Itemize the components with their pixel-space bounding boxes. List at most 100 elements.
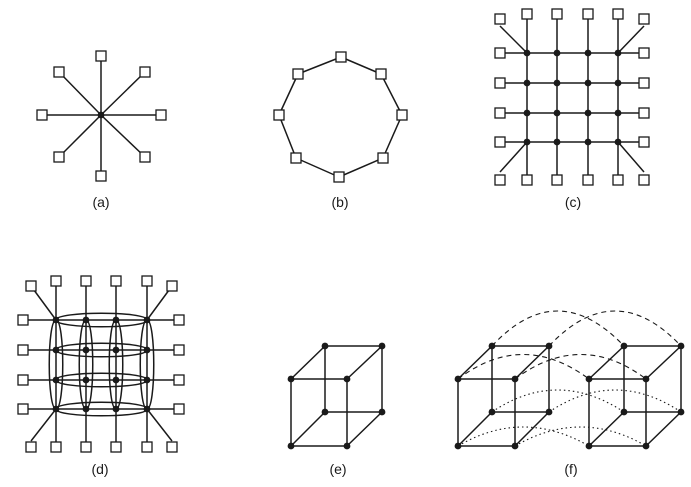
mesh-terminal-node <box>582 8 594 20</box>
hypercube-switch-node <box>620 342 628 350</box>
torus-corner-link <box>30 408 57 442</box>
hypercube-switch-node <box>677 342 685 350</box>
hypercube-dashed-link <box>491 310 625 347</box>
ring-terminal-node <box>292 68 304 80</box>
hypercube-switch-node <box>585 442 593 450</box>
ring-terminal-node <box>377 152 389 164</box>
panel-e-cube <box>287 342 386 450</box>
mesh-terminal-node <box>638 136 650 148</box>
hypercube-link <box>514 345 550 380</box>
hypercube-dashed-link <box>548 310 682 347</box>
mesh-terminal-node <box>612 8 624 20</box>
torus-terminal-node <box>80 441 92 453</box>
torus-switch-node <box>82 405 90 413</box>
ring-terminal-node <box>290 152 302 164</box>
star-terminal-node <box>53 151 65 163</box>
cube-link <box>346 345 383 380</box>
cube-switch-node <box>343 375 351 383</box>
hypercube-dashed-link <box>457 354 590 380</box>
hypercube-link <box>588 411 625 447</box>
hypercube-dotted-link <box>491 389 625 413</box>
hypercube-switch-node <box>545 342 553 350</box>
star-hub-node <box>97 111 105 119</box>
label-a: (a) <box>92 194 109 210</box>
mesh-terminal-node <box>551 8 563 20</box>
mesh-switch-node <box>553 49 561 57</box>
star-terminal-node <box>139 66 151 78</box>
hypercube-switch-node <box>511 375 519 383</box>
hypercube-switch-node <box>620 408 628 416</box>
torus-switch-node <box>112 346 120 354</box>
torus-switch-node <box>112 405 120 413</box>
mesh-terminal-node <box>582 174 594 186</box>
mesh-switch-node <box>553 109 561 117</box>
hypercube-switch-node <box>454 442 462 450</box>
mesh-terminal-node <box>494 136 506 148</box>
mesh-switch-node <box>614 79 622 87</box>
panel-c-mesh <box>494 8 650 186</box>
panel-f-hypercube <box>454 310 685 450</box>
ring-terminal-node <box>375 68 387 80</box>
cube-link <box>290 411 326 447</box>
star-link <box>58 71 102 116</box>
torus-terminal-node <box>17 374 29 386</box>
torus-terminal-node <box>141 441 153 453</box>
mesh-terminal-node <box>638 174 650 186</box>
hypercube-switch-node <box>454 375 462 383</box>
cube-switch-node <box>287 442 295 450</box>
mesh-switch-node <box>584 109 592 117</box>
mesh-switch-node <box>584 138 592 146</box>
hypercube-link <box>457 411 493 447</box>
ring-link <box>278 114 297 159</box>
star-terminal-node <box>95 170 107 182</box>
star-terminal-node <box>95 50 107 62</box>
torus-switch-node <box>82 346 90 354</box>
panel-d-torus <box>17 275 185 453</box>
torus-terminal-node <box>17 314 29 326</box>
ring-link <box>297 56 342 75</box>
torus-corner-link <box>30 285 57 321</box>
torus-corner-link <box>146 408 173 442</box>
ring-terminal-node <box>273 109 285 121</box>
torus-switch-node <box>52 405 60 413</box>
torus-terminal-node <box>166 280 178 292</box>
torus-terminal-node <box>173 374 185 386</box>
mesh-terminal-node <box>638 107 650 119</box>
hypercube-switch-node <box>677 408 685 416</box>
torus-terminal-node <box>25 441 37 453</box>
cube-switch-node <box>343 442 351 450</box>
star-terminal-node <box>53 66 65 78</box>
star-link <box>58 114 102 158</box>
cube-switch-node <box>321 408 329 416</box>
label-e: (e) <box>329 461 346 477</box>
torus-terminal-node <box>166 441 178 453</box>
cube-link <box>290 345 326 380</box>
mesh-switch-node <box>584 79 592 87</box>
torus-terminal-node <box>80 275 92 287</box>
torus-switch-node <box>143 346 151 354</box>
mesh-terminal-node <box>638 77 650 89</box>
cube-switch-node <box>321 342 329 350</box>
cube-link <box>346 411 383 447</box>
ring-terminal-node <box>335 51 347 63</box>
torus-terminal-node <box>173 344 185 356</box>
hypercube-switch-node <box>642 442 650 450</box>
torus-corner-link <box>146 285 173 321</box>
panel-a-star <box>36 50 167 182</box>
torus-switch-node <box>82 316 90 324</box>
mesh-terminal-node <box>494 107 506 119</box>
torus-switch-node <box>52 376 60 384</box>
hypercube-dashed-link <box>514 354 647 380</box>
mesh-switch-node <box>614 49 622 57</box>
cube-switch-node <box>287 375 295 383</box>
mesh-terminal-node <box>612 174 624 186</box>
mesh-terminal-node <box>551 174 563 186</box>
star-terminal-node <box>139 151 151 163</box>
mesh-switch-node <box>584 49 592 57</box>
mesh-switch-node <box>553 79 561 87</box>
mesh-switch-node <box>614 138 622 146</box>
hypercube-link <box>514 411 550 447</box>
torus-switch-node <box>143 405 151 413</box>
